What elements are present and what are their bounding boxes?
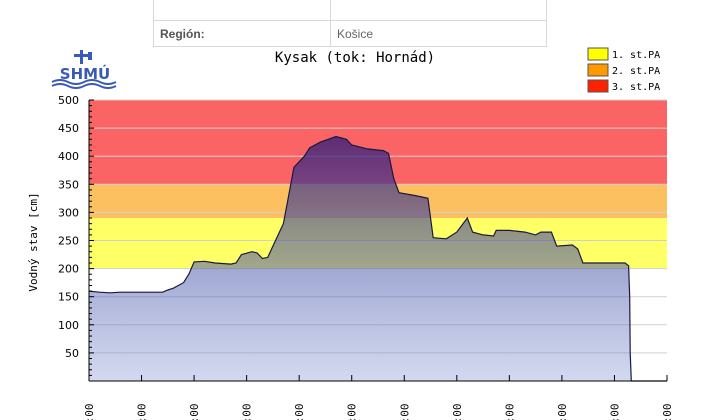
y-tick-label: 450 xyxy=(58,122,79,135)
x-tick-label: 0:00 xyxy=(398,404,411,420)
x-tick-label: 0:00 xyxy=(451,404,464,420)
x-tick-label: 0:00 xyxy=(188,404,201,420)
region-label: Región: xyxy=(153,20,331,47)
x-tick-label: 0:00 xyxy=(661,404,674,420)
y-tick-label: 500 xyxy=(58,94,79,107)
shmu-logo: SHMÚ xyxy=(51,50,117,89)
y-tick-label: 50 xyxy=(65,347,79,360)
y-axis-label: Vodný stav [cm] xyxy=(27,192,40,291)
legend-label: 2. st.PA xyxy=(612,66,660,77)
legend-label: 3. st.PA xyxy=(612,82,660,93)
y-tick-label: 250 xyxy=(58,235,79,248)
legend-swatch xyxy=(587,47,609,61)
water-level-line xyxy=(88,135,667,382)
region-value: Košice xyxy=(330,20,547,47)
y-tick-label: 300 xyxy=(58,206,79,219)
table-row xyxy=(153,0,547,21)
station-info-table: Región: Košice xyxy=(153,0,547,47)
x-tick-label: 0:00 xyxy=(556,404,569,420)
y-tick-label: 150 xyxy=(58,291,79,304)
table-row: Región: Košice xyxy=(153,20,547,47)
x-tick-label: 0:00 xyxy=(503,404,516,420)
x-tick-label: 0:00 xyxy=(83,404,96,420)
logo-text: SHMÚ xyxy=(60,64,110,83)
y-tick-label: 350 xyxy=(58,178,79,191)
water-level-area xyxy=(89,136,667,381)
x-tick-label: 0:00 xyxy=(293,404,306,420)
x-tick-label: 0:00 xyxy=(241,404,254,420)
x-tick-label: 0:00 xyxy=(608,404,621,420)
legend-swatch xyxy=(587,63,609,77)
x-tick-label: 0:00 xyxy=(346,404,359,420)
x-tick-label: 0:00 xyxy=(136,404,149,420)
y-tick-label: 200 xyxy=(58,263,79,276)
legend-label: 1. st.PA xyxy=(612,50,660,61)
legend: 1. st.PA 2. st.PA 3. st.PA xyxy=(587,47,660,93)
chart-title: Kysak (tok: Hornád) xyxy=(275,50,435,66)
y-tick-label: 400 xyxy=(58,150,79,163)
legend-swatch xyxy=(587,79,609,93)
y-tick-label: 100 xyxy=(58,319,79,332)
